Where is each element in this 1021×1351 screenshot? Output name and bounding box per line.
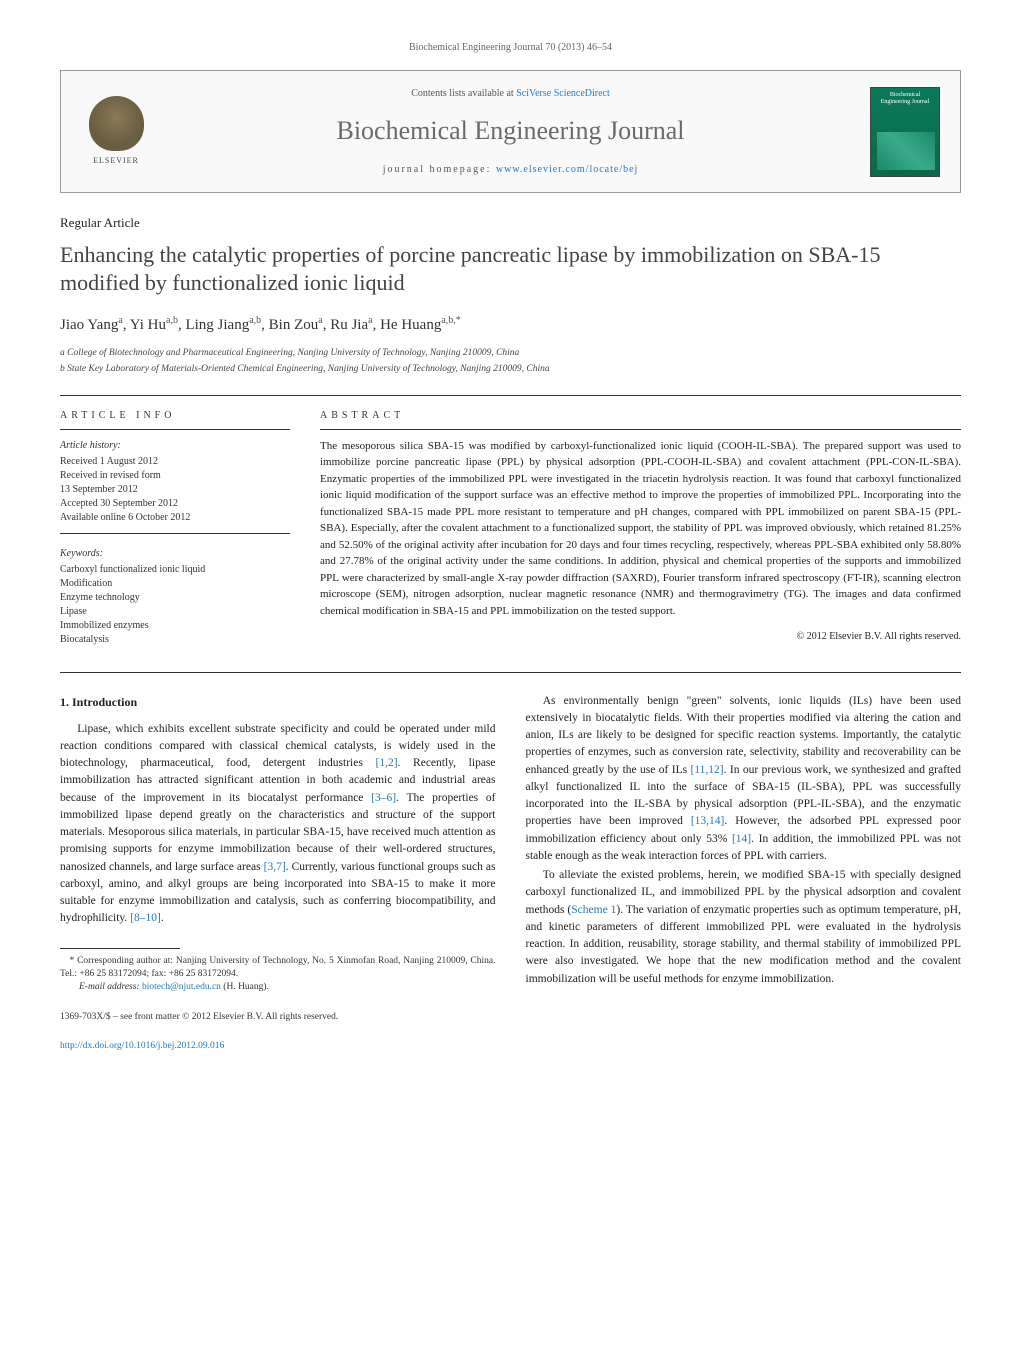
footnote-separator [60,948,180,949]
article-type: Regular Article [60,213,961,233]
history-item: Accepted 30 September 2012 [60,497,290,511]
body-text: 1. Introduction Lipase, which exhibits e… [60,693,961,1053]
divider-bottom [60,672,961,673]
keyword: Carboxyl functionalized ionic liquid [60,563,290,577]
keyword: Lipase [60,605,290,619]
abstract-column: ABSTRACT The mesoporous silica SBA-15 wa… [320,408,961,647]
homepage-line: journal homepage: www.elsevier.com/locat… [171,162,850,177]
journal-cover-thumbnail: Biochemical Engineering Journal [870,87,940,177]
intro-p3: To alleviate the existed problems, herei… [526,867,962,988]
abstract-divider [320,429,961,430]
keywords-label: Keywords: [60,546,290,561]
ref-link[interactable]: [3–6] [371,792,396,804]
info-divider-2 [60,533,290,534]
keyword: Biocatalysis [60,633,290,647]
intro-heading: 1. Introduction [60,693,496,711]
footer-doi: http://dx.doi.org/10.1016/j.bej.2012.09.… [60,1039,496,1053]
elsevier-tree-icon [89,96,144,151]
abstract-copyright: © 2012 Elsevier B.V. All rights reserved… [320,629,961,644]
email-link[interactable]: biotech@njut.edu.cn [142,982,221,992]
email-label: E-mail address: [79,982,142,992]
ref-link[interactable]: [11,12] [690,764,723,776]
email-footnote: E-mail address: biotech@njut.edu.cn (H. … [60,981,496,994]
article-info-heading: ARTICLE INFO [60,408,290,423]
keyword: Modification [60,577,290,591]
info-abstract-row: ARTICLE INFO Article history: Received 1… [60,408,961,647]
history-item: Available online 6 October 2012 [60,511,290,525]
article-info-column: ARTICLE INFO Article history: Received 1… [60,408,290,647]
ref-link[interactable]: [13,14] [691,815,725,827]
intro-p2: As environmentally benign "green" solven… [526,693,962,866]
history-label: Article history: [60,438,290,453]
ref-link[interactable]: [1,2] [375,757,397,769]
elsevier-logo: ELSEVIER [81,92,151,172]
scheme-link[interactable]: Scheme 1 [571,904,616,916]
keyword: Enzyme technology [60,591,290,605]
contents-prefix: Contents lists available at [411,88,516,99]
homepage-prefix: journal homepage: [383,164,496,175]
intro-p1: Lipase, which exhibits excellent substra… [60,721,496,928]
homepage-link[interactable]: www.elsevier.com/locate/bej [496,164,638,175]
footer-copyright: 1369-703X/$ – see front matter © 2012 El… [60,1010,496,1024]
history-item: Received in revised form [60,469,290,483]
author-list: Jiao Yanga, Yi Hua,b, Ling Jianga,b, Bin… [60,313,961,337]
header-center: Contents lists available at SciVerse Sci… [171,86,850,177]
divider-top [60,395,961,396]
sciencedirect-link[interactable]: SciVerse ScienceDirect [516,88,610,99]
cover-title-text: Biochemical Engineering Journal [871,88,939,110]
affiliation-a: a College of Biotechnology and Pharmaceu… [60,346,961,360]
affiliations: a College of Biotechnology and Pharmaceu… [60,346,961,377]
paper-title: Enhancing the catalytic properties of po… [60,241,961,298]
journal-citation: Biochemical Engineering Journal 70 (2013… [60,40,961,55]
abstract-text: The mesoporous silica SBA-15 was modifie… [320,438,961,620]
journal-header-box: ELSEVIER Contents lists available at Sci… [60,70,961,193]
info-divider [60,429,290,430]
abstract-heading: ABSTRACT [320,408,961,423]
doi-link[interactable]: http://dx.doi.org/10.1016/j.bej.2012.09.… [60,1041,224,1051]
email-suffix: (H. Huang). [221,982,269,992]
contents-available-line: Contents lists available at SciVerse Sci… [171,86,850,101]
corresponding-author-footnote: * Corresponding author at: Nanjing Unive… [60,955,496,982]
journal-title: Biochemical Engineering Journal [171,111,850,150]
ref-link[interactable]: [8–10] [130,912,161,924]
ref-link[interactable]: [3,7] [264,861,286,873]
ref-link[interactable]: [14] [732,833,751,845]
history-item: Received 1 August 2012 [60,455,290,469]
affiliation-b: b State Key Laboratory of Materials-Orie… [60,362,961,376]
keyword: Immobilized enzymes [60,619,290,633]
history-item: 13 September 2012 [60,483,290,497]
elsevier-label: ELSEVIER [93,155,139,167]
